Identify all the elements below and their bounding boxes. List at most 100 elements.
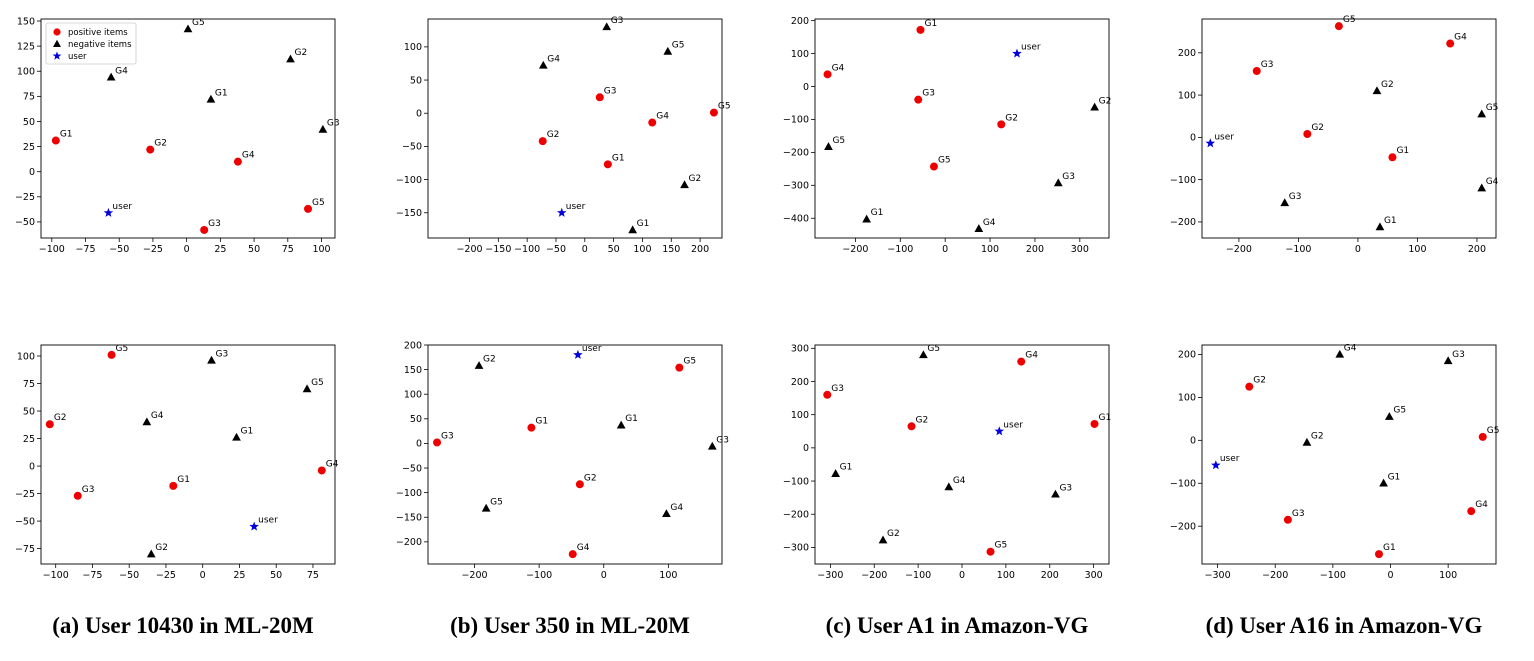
positive-item-point [595,93,604,102]
user-label: user [1214,132,1234,142]
positive-item-label: G5 [312,198,325,208]
negative-item-label: G2 [483,355,496,365]
y-tick-label: 0 [1190,133,1196,144]
y-tick-label: −300 [783,181,809,192]
y-tick-label: −150 [396,513,422,524]
y-tick-label: 50 [410,75,422,86]
positive-item-label: G2 [1253,376,1266,386]
x-tick-label: 0 [942,244,948,255]
scatter-panel-3: −200 −100 0 100 200 300 −400 −300 −200 −100 0 100 20… [783,16,1111,255]
scatter-panel-8: −300 −200 −100 0 100 −200 −100 0 100 200 G1 G2 G3 G4 G… [1170,343,1500,581]
negative-item-label: G3 [1289,192,1302,202]
positive-item-point [575,480,584,489]
scatter-panel-4: −200 −100 0 100 200 −200 −100 0 100 200 G1 G2 G3 G4 G5… [1170,15,1499,255]
y-tick-label: −50 [402,463,422,474]
positive-item-label: G1 [535,417,548,427]
x-tick-label: −300 [1205,570,1231,581]
x-tick-label: 100 [312,244,330,255]
positive-item-label: G5 [995,541,1008,551]
x-tick-label: 300 [1071,244,1089,255]
y-tick-label: −50 [15,217,35,228]
negative-item-label: G3 [1062,172,1075,182]
x-tick-label: −100 [905,570,931,581]
positive-item-point [304,204,313,213]
x-tick-label: −100 [1320,570,1346,581]
user-label: user [582,344,602,354]
positive-item-label: G2 [1311,123,1324,133]
positive-item-point [916,25,925,34]
user-point [249,521,259,531]
y-tick-label: 100 [404,42,422,53]
negative-item-label: G2 [1311,431,1324,441]
user-label: user [1021,43,1041,53]
y-tick-label: −25 [15,192,35,203]
positive-item-label: G2 [54,413,67,423]
positive-item-point [568,550,577,559]
positive-item-point [73,491,82,500]
positive-item-label: G4 [577,543,590,553]
positive-item-label: G5 [116,344,129,354]
x-tick-label: −200 [1226,244,1252,255]
y-tick-label: −200 [783,148,809,159]
x-tick-label: −50 [546,244,566,255]
y-tick-label: 125 [17,41,35,52]
x-tick-label: 75 [282,244,294,255]
negative-item-point [602,22,612,31]
axes-frame [814,344,1110,565]
positive-item-point [1467,507,1476,516]
user-point [103,207,114,217]
y-tick-label: 0 [803,443,809,454]
positive-item-label: G2 [584,473,597,483]
negative-item-point [1384,412,1394,420]
negative-item-label: G5 [490,497,503,507]
y-tick-label: 50 [23,406,35,417]
user-point [556,207,567,217]
positive-item-label: G3 [441,431,454,441]
positive-item-point [527,423,536,432]
x-tick-label: 100 [981,244,999,255]
y-tick-label: 200 [791,377,809,388]
negative-item-point [1280,198,1290,207]
legend: positive items negative items user [45,22,137,65]
positive-item-point [45,420,54,429]
y-tick-label: 200 [1178,48,1196,59]
user-point [573,349,583,359]
negative-item-point [919,350,928,359]
negative-item-label: G2 [155,543,168,553]
positive-item-point [317,466,326,475]
legend-user-label: user [68,52,87,62]
legend-positive-marker [53,28,61,36]
negative-item-point [207,355,216,364]
y-tick-label: 100 [791,49,809,60]
x-tick-label: 50 [270,570,282,581]
y-tick-label: −50 [15,516,35,527]
x-tick-label: 200 [1468,244,1486,255]
x-tick-label: −25 [156,570,176,581]
positive-item-label: G1 [1383,543,1396,553]
negative-item-label: G2 [887,529,900,539]
x-tick-label: −100 [526,570,552,581]
negative-item-point [206,94,216,103]
y-tick-label: −200 [1170,522,1196,533]
negative-item-label: G2 [1099,96,1112,106]
y-tick-label: −100 [396,488,422,499]
positive-item-label: G1 [1396,146,1409,156]
negative-item-point [663,46,673,55]
negative-item-label: G2 [1381,80,1394,90]
axes-frame [427,18,723,239]
positive-item-point [1374,550,1383,559]
y-tick-label: −75 [15,544,35,555]
negative-item-label: G5 [672,41,685,51]
positive-item-point [709,108,718,117]
negative-item-point [286,54,295,63]
y-tick-label: −200 [1170,217,1196,228]
x-tick-label: 300 [1085,570,1103,581]
negative-item-point [1379,478,1388,487]
y-tick-label: 0 [416,109,422,120]
positive-item-point [1446,39,1455,48]
positive-item-point [823,390,832,399]
negative-item-point [628,225,638,234]
positive-item-point [1245,382,1254,391]
positive-item-point [538,137,547,146]
